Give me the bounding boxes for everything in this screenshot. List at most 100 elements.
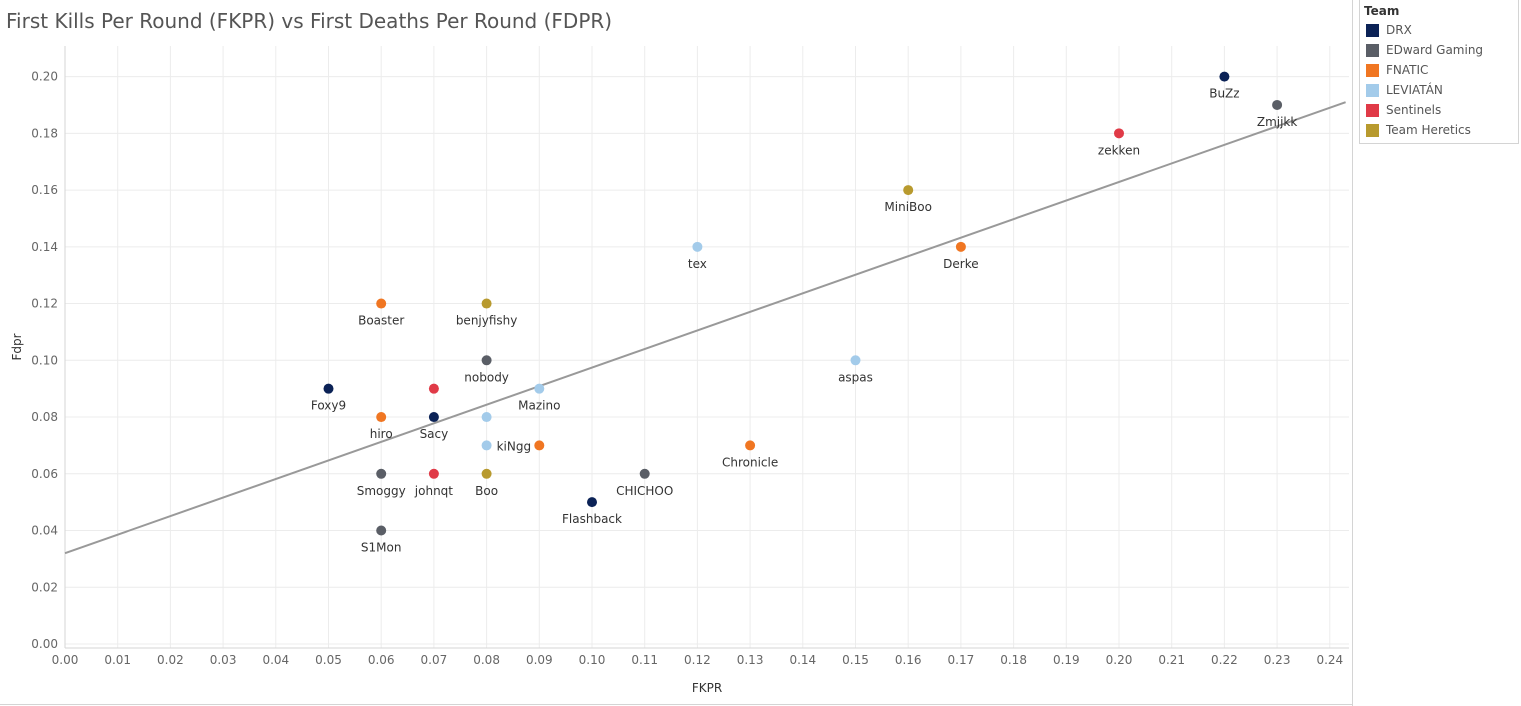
point-label: Boo bbox=[475, 484, 498, 498]
point-label: nobody bbox=[464, 370, 509, 384]
point-label: Foxy9 bbox=[311, 399, 346, 413]
x-tick-label: 0.17 bbox=[948, 653, 975, 667]
point-label: kiNgg bbox=[497, 439, 531, 453]
legend-label: FNATIC bbox=[1386, 63, 1429, 77]
data-point bbox=[955, 241, 966, 252]
data-point bbox=[639, 468, 650, 479]
point-label: Flashback bbox=[562, 512, 622, 526]
chart-area: 0.00 0.01 0.02 0.03 0.04 0.05 0.06 0.07 0.08 0.09… bbox=[10, 46, 1349, 695]
data-point bbox=[1272, 99, 1283, 110]
data-point bbox=[534, 383, 545, 394]
x-tick-label: 0.15 bbox=[842, 653, 869, 667]
x-tick-label: 0.19 bbox=[1053, 653, 1080, 667]
y-tick-label: 0.06 bbox=[31, 467, 58, 481]
point-label: Sacy bbox=[420, 427, 449, 441]
panel-divider bbox=[1352, 0, 1353, 706]
x-tick-label: 0.21 bbox=[1158, 653, 1185, 667]
x-tick-label: 0.24 bbox=[1316, 653, 1343, 667]
x-tick-label: 0.14 bbox=[789, 653, 816, 667]
legend-item[interactable]: Team Heretics bbox=[1360, 120, 1518, 140]
point-label: MiniBoo bbox=[884, 200, 932, 214]
y-tick-label: 0.10 bbox=[31, 353, 58, 367]
legend-item[interactable]: FNATIC bbox=[1360, 60, 1518, 80]
trend-line bbox=[64, 101, 1346, 555]
y-tick-label: 0.20 bbox=[31, 70, 58, 84]
x-tick-label: 0.22 bbox=[1211, 653, 1238, 667]
legend-swatch bbox=[1366, 103, 1379, 117]
scatter-plot: 0.00 0.01 0.02 0.03 0.04 0.05 0.06 0.07 0.08 0.09… bbox=[10, 46, 1349, 695]
point-label: Derke bbox=[943, 257, 978, 271]
point-label: tex bbox=[688, 257, 707, 271]
point-label: johnqt bbox=[414, 484, 454, 498]
data-point bbox=[481, 468, 492, 479]
data-point bbox=[481, 355, 492, 366]
point-label: BuZz bbox=[1209, 87, 1239, 101]
legend-label: Sentinels bbox=[1386, 103, 1442, 117]
point-label: Chronicle bbox=[722, 455, 778, 469]
legend: Team DRX EDward Gaming FNATIC LEVIATÁN Senti… bbox=[1359, 0, 1519, 144]
x-tick-label: 0.12 bbox=[684, 653, 711, 667]
y-tick-label: 0.18 bbox=[31, 126, 58, 140]
legend-item[interactable]: Sentinels bbox=[1360, 100, 1518, 120]
legend-item[interactable]: DRX bbox=[1360, 20, 1518, 40]
x-tick-label: 0.06 bbox=[368, 653, 395, 667]
legend-label: EDward Gaming bbox=[1386, 43, 1484, 57]
legend-swatch bbox=[1366, 63, 1379, 77]
data-point bbox=[850, 355, 861, 366]
x-axis-title: FKPR bbox=[692, 681, 722, 695]
x-tick-label: 0.03 bbox=[210, 653, 237, 667]
x-tick-label: 0.09 bbox=[526, 653, 553, 667]
legend-item[interactable]: EDward Gaming bbox=[1360, 40, 1518, 60]
legend-label: Team Heretics bbox=[1386, 123, 1471, 137]
legend-items: DRX EDward Gaming FNATIC LEVIATÁN Sentinels T… bbox=[1360, 20, 1518, 140]
data-point bbox=[534, 440, 545, 451]
data-point bbox=[376, 298, 387, 309]
legend-swatch bbox=[1366, 123, 1379, 137]
data-point bbox=[587, 497, 597, 508]
data-point bbox=[323, 383, 334, 394]
point-label: CHICHOO bbox=[616, 484, 673, 498]
x-tick-label: 0.00 bbox=[52, 653, 79, 667]
legend-label: DRX bbox=[1386, 23, 1412, 37]
x-tick-label: 0.05 bbox=[315, 653, 342, 667]
point-label: aspas bbox=[838, 370, 873, 384]
point-label: benjyfishy bbox=[456, 314, 518, 328]
data-point bbox=[1219, 71, 1230, 82]
x-tick-label: 0.10 bbox=[579, 653, 606, 667]
x-tick-label: 0.23 bbox=[1264, 653, 1291, 667]
x-tick-label: 0.02 bbox=[157, 653, 184, 667]
data-point bbox=[481, 298, 492, 309]
point-label: S1Mon bbox=[361, 541, 402, 555]
legend-item[interactable]: LEVIATÁN bbox=[1360, 80, 1518, 100]
bottom-border bbox=[0, 704, 1352, 705]
point-label: Boaster bbox=[358, 314, 404, 328]
data-point bbox=[745, 440, 756, 451]
y-tick-label: 0.02 bbox=[31, 580, 58, 594]
x-tick-label: 0.11 bbox=[631, 653, 658, 667]
data-point bbox=[376, 468, 387, 479]
y-tick-label: 0.16 bbox=[31, 183, 58, 197]
y-axis-title: Fdpr bbox=[10, 333, 24, 360]
legend-swatch bbox=[1366, 83, 1379, 97]
x-tick-label: 0.18 bbox=[1000, 653, 1027, 667]
point-label: zekken bbox=[1098, 143, 1140, 157]
x-tick-label: 0.13 bbox=[737, 653, 764, 667]
data-point bbox=[481, 440, 492, 451]
data-point bbox=[1114, 128, 1124, 139]
y-tick-label: 0.00 bbox=[31, 637, 58, 651]
data-point bbox=[903, 185, 914, 196]
data-point bbox=[481, 412, 492, 423]
y-tick-label: 0.04 bbox=[31, 524, 58, 538]
data-point bbox=[376, 525, 387, 536]
data-point bbox=[428, 468, 439, 479]
x-tick-label: 0.01 bbox=[104, 653, 131, 667]
data-point bbox=[692, 241, 703, 252]
legend-swatch bbox=[1366, 23, 1379, 37]
legend-title: Team bbox=[1364, 4, 1400, 18]
data-point bbox=[428, 383, 439, 394]
point-label: Mazino bbox=[518, 399, 560, 413]
point-label: Smoggy bbox=[357, 484, 406, 498]
data-point bbox=[428, 412, 439, 423]
chart-title: First Kills Per Round (FKPR) vs First De… bbox=[6, 9, 613, 33]
x-tick-label: 0.08 bbox=[473, 653, 500, 667]
